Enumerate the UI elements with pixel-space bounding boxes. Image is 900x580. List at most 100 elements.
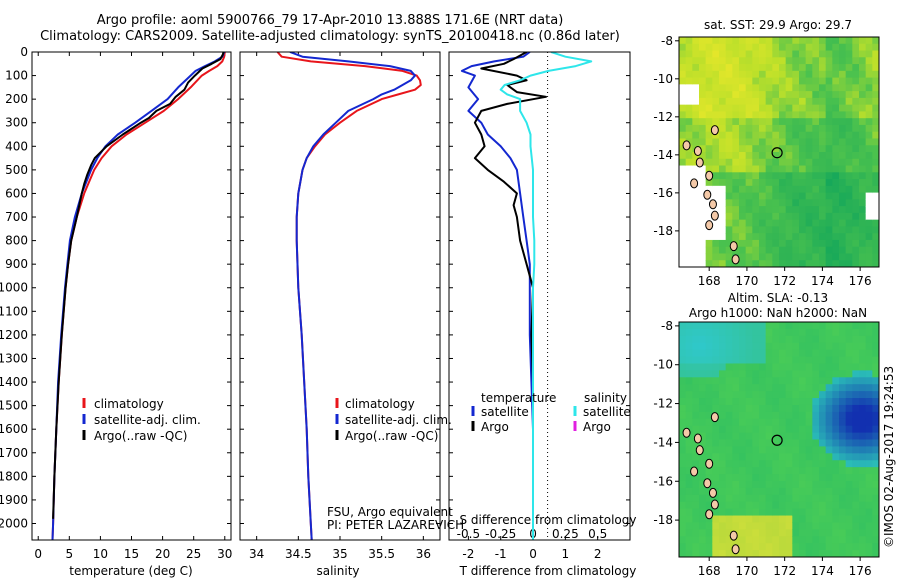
sst-map-cell [752, 104, 760, 113]
sst-map-cell [772, 253, 780, 261]
sla-map-cell [725, 328, 733, 337]
sst-map-cell [705, 131, 713, 140]
sla-map-cell [732, 356, 740, 365]
sla-map-cell [685, 501, 693, 510]
sla-map-cell [725, 370, 733, 378]
sla-map-cell [785, 446, 793, 454]
sla-map-cell [705, 363, 713, 371]
sla-map-cell [765, 474, 773, 482]
sla-map-cell [699, 494, 707, 503]
sla-map-cell [859, 508, 867, 517]
sla-map-cell [739, 335, 747, 344]
sla-map-cell [839, 487, 847, 496]
sla-map-cell [845, 508, 853, 517]
sla-map-cell [825, 487, 833, 496]
sla-map-cell [792, 515, 800, 524]
sla-map-cell [705, 411, 713, 420]
sla-map-cell [679, 515, 687, 524]
island-shape [708, 487, 717, 498]
sla-map-cell [752, 522, 760, 530]
sst-map-cell [712, 239, 720, 248]
sla-map-cell [739, 328, 747, 337]
sla-map-cell [839, 501, 847, 510]
sla-map-cell [852, 453, 860, 461]
sla-map-cell [685, 474, 693, 482]
sla-map-cell [779, 322, 787, 330]
sst-map-cell [812, 111, 820, 119]
sst-map-cell [705, 185, 713, 194]
sst-map-cell [719, 104, 727, 113]
sst-map-cell [725, 64, 733, 72]
sst-map-cell [799, 185, 807, 194]
sla-map-cell [832, 322, 840, 330]
sla-map-cell [839, 480, 847, 489]
sla-map-cell [812, 398, 820, 406]
legend-label-t-satellite: satellite [481, 405, 529, 419]
sla-map-cell [792, 411, 800, 420]
sst-map-cell [759, 64, 767, 72]
sst-map-cell [679, 145, 687, 153]
sst-map-cell [832, 91, 840, 99]
sla-map-cell [719, 515, 727, 524]
sla-map-cell [679, 335, 687, 344]
map-y-tick-label: -14 [653, 148, 673, 162]
sla-map-cell [825, 501, 833, 510]
sla-map-cell [819, 501, 827, 510]
sla-map-cell [852, 322, 860, 330]
sst-map-cell [872, 260, 879, 267]
sla-map-cell [705, 370, 713, 378]
sla-map-cell [732, 467, 740, 475]
sst-map-cell [759, 212, 767, 221]
sla-map-cell [692, 543, 700, 551]
sla-map-cell [699, 474, 707, 482]
sla-map-cell [699, 460, 707, 468]
sla-map-cell [772, 480, 780, 489]
sla-map-cell [832, 370, 840, 378]
sla-map-cell [765, 487, 773, 496]
sst-map-cell [772, 219, 780, 228]
sst-map-cell [845, 111, 853, 119]
sst-map-cell [799, 43, 807, 52]
sla-map-cell [765, 536, 773, 544]
sst-map-cell [725, 165, 733, 173]
sst-map-cell [832, 37, 840, 45]
sst-map-cell [725, 219, 733, 228]
sla-map-cell [759, 342, 767, 351]
sst-map-cell [745, 104, 753, 113]
sst-map-cell [739, 239, 747, 248]
sla-map-cell [685, 349, 693, 358]
sla-map-cell [705, 550, 713, 557]
sst-map-cell [819, 111, 827, 119]
sla-map-cell [759, 501, 767, 510]
series-line-s-satellite [499, 52, 593, 540]
sst-map-cell [812, 91, 820, 99]
sst-map-cell [699, 91, 707, 99]
island-shape [731, 254, 740, 265]
sla-map-cell [852, 404, 860, 413]
sst-map-cell [852, 172, 860, 180]
sst-map-cell [752, 185, 760, 194]
sst-map-cell [852, 246, 860, 255]
sla-map-cell [792, 335, 800, 344]
sla-map-cell [812, 377, 820, 385]
sst-map-cell [719, 77, 727, 85]
y-tick-label: 100 [5, 69, 28, 83]
sst-map-cell [845, 131, 853, 140]
sla-map-cell [812, 384, 820, 392]
sst-map-cell [765, 97, 773, 106]
sla-map-cell [805, 335, 813, 344]
sst-map-cell [832, 260, 840, 267]
sst-map-cell [865, 165, 873, 173]
map-x-tick-label: 176 [849, 564, 872, 578]
sst-map-cell [865, 124, 873, 133]
sst-map-cell [872, 104, 879, 113]
sla-map-cell [819, 453, 827, 461]
sla-map-cell [799, 529, 807, 537]
sla-map-cell [865, 550, 873, 557]
sla-map-cell [825, 474, 833, 482]
sst-map-cell [779, 226, 787, 234]
sla-map-cell [765, 398, 773, 406]
sst-map-cell [719, 192, 727, 200]
sla-map-cell [812, 480, 820, 489]
sla-map-cell [792, 356, 800, 365]
